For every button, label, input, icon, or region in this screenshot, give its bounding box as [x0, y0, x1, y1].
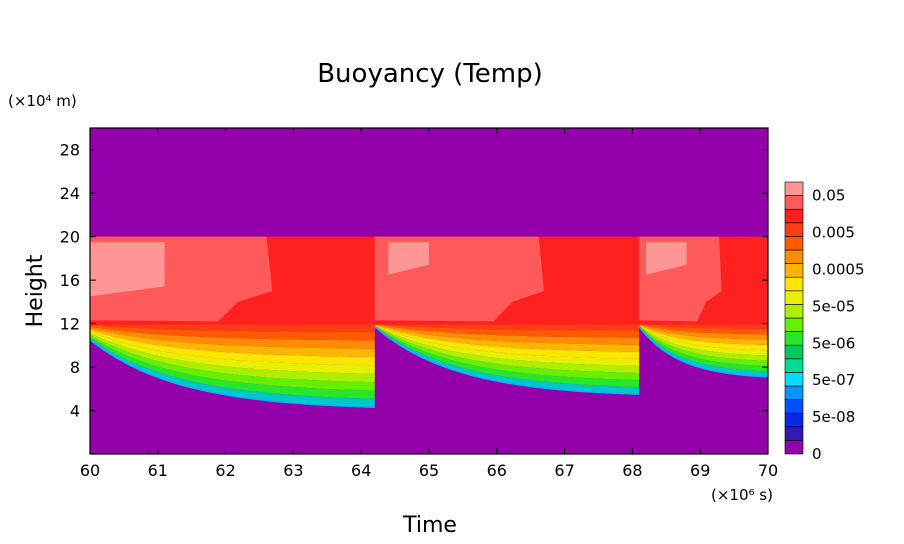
cycle-2	[374, 236, 640, 395]
y-tick-label: 20	[60, 228, 80, 247]
colorbar-cell	[784, 276, 804, 292]
colorbar-cell	[784, 399, 804, 414]
y-tick-label: 8	[70, 358, 80, 377]
y-tick-label: 12	[60, 315, 80, 334]
x-tick-label: 68	[622, 461, 642, 480]
contour-band	[90, 331, 375, 374]
colorbar-cell	[784, 440, 804, 455]
contour-band	[374, 325, 640, 381]
colorbar-cell	[784, 304, 804, 319]
contour-band	[639, 325, 768, 356]
contour-band	[374, 325, 640, 373]
contour-band	[374, 323, 640, 331]
x-tick-label: 66	[487, 461, 507, 480]
contour-band	[90, 333, 375, 383]
x-tick-label: 61	[148, 461, 168, 480]
x-axis-label: Time	[402, 513, 457, 538]
contour-band	[374, 324, 640, 352]
contour-band	[639, 324, 768, 340]
x-tick-label: 70	[758, 461, 778, 480]
colorbar-cell	[784, 263, 804, 278]
colorbar-cell	[784, 195, 804, 210]
contour-band	[639, 323, 768, 335]
contour-band	[639, 324, 768, 351]
y-axis-unit: (×10⁴ m)	[8, 92, 77, 110]
colorbar-cell	[784, 222, 804, 237]
contour-band	[639, 325, 768, 361]
contour-band	[374, 324, 640, 359]
colorbar-cell	[784, 249, 804, 264]
contour-band	[639, 324, 768, 345]
y-axis-label: Height	[23, 254, 48, 327]
lower-boundary	[90, 339, 375, 409]
cycle-1	[90, 236, 375, 409]
x-tick-label: 63	[283, 461, 303, 480]
colorbar-cell	[784, 344, 804, 360]
lower-boundary	[638, 326, 768, 378]
cycle-3	[638, 236, 768, 378]
pink-region	[90, 242, 165, 297]
y-tick-label: 16	[60, 271, 80, 290]
y-tick-label: 28	[60, 141, 80, 160]
colorbar-label: 0	[812, 445, 822, 463]
x-tick-label: 64	[351, 461, 371, 480]
contour-band	[90, 335, 375, 391]
colorbar-cell	[784, 385, 804, 400]
pink-region	[388, 242, 429, 275]
colorbar-label: 0.0005	[812, 260, 865, 278]
y-tick-label: 24	[60, 184, 80, 203]
colorbar-cell	[784, 412, 804, 428]
contour-band	[90, 326, 375, 349]
contour-band	[639, 326, 768, 372]
chart-title: Buoyancy (Temp)	[317, 59, 543, 89]
contour-band	[374, 326, 640, 388]
x-tick-label: 67	[554, 461, 574, 480]
buoyancy-field	[90, 236, 768, 409]
contour-band	[639, 323, 768, 329]
x-tick-label: 69	[690, 461, 710, 480]
colorbar-cell	[784, 181, 804, 196]
colorbar: 0 5e-08 5e-07 5e-06 5e-05 0.0005 0.005 0.05	[784, 181, 865, 463]
contour-band	[374, 323, 640, 338]
contour-band	[639, 325, 768, 367]
colorbar-label: 0.05	[812, 187, 845, 205]
contour-band	[374, 324, 640, 345]
contour-band	[90, 330, 375, 366]
colorbar-cell	[784, 426, 804, 441]
contour-band	[374, 325, 640, 366]
colorbar-cell	[784, 372, 804, 387]
contour-band	[90, 323, 375, 332]
x-axis: 60 61 62 63 64 65 66 67 68 69 70	[80, 128, 778, 480]
x-axis-unit: (×10⁶ s)	[711, 486, 773, 504]
colorbar-cell	[784, 331, 804, 346]
contour-band	[639, 326, 768, 377]
colorbar-label: 5e-05	[812, 297, 855, 315]
contour-band	[90, 328, 375, 358]
colorbar-cell	[784, 208, 804, 224]
colorbar-label: 5e-07	[812, 371, 855, 389]
colorbar-label: 5e-06	[812, 334, 855, 352]
lower-boundary	[374, 326, 640, 395]
colorbar-label: 5e-08	[812, 408, 855, 426]
colorbar-cell	[784, 358, 804, 373]
y-tick-label: 4	[70, 402, 80, 421]
colorbar-label: 0.005	[812, 224, 855, 242]
x-tick-label: 60	[80, 461, 100, 480]
x-tick-label: 62	[215, 461, 235, 480]
contour-band	[374, 326, 640, 395]
pink-region	[645, 242, 687, 275]
x-tick-label: 65	[419, 461, 439, 480]
contour-band	[90, 336, 375, 399]
contour-band	[90, 325, 375, 341]
colorbar-cell	[784, 290, 804, 305]
y-axis: 4 8 12 16 20 24 28	[60, 141, 768, 421]
colorbar-cell	[784, 236, 804, 251]
colorbar-cell	[784, 317, 804, 332]
